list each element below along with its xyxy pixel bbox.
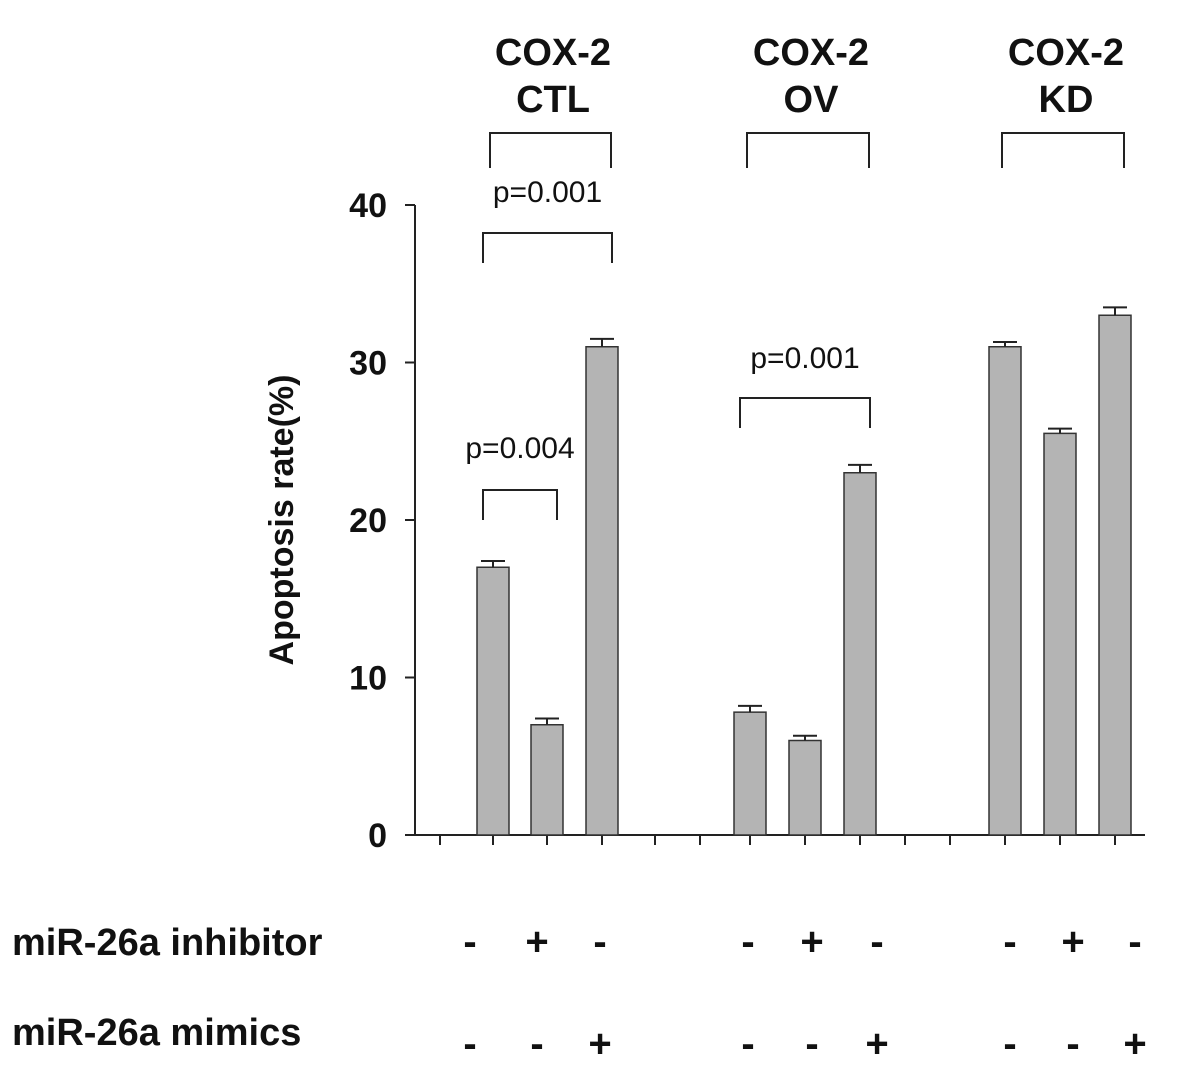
group-bracket	[746, 132, 870, 168]
inhibitor-sign: -	[870, 920, 883, 964]
bar	[988, 346, 1022, 836]
bar	[530, 724, 564, 836]
inhibitor-sign: +	[800, 920, 823, 964]
significance-bracket	[739, 397, 871, 428]
group-title-line1: COX-2	[753, 32, 869, 74]
y-tick-label: 20	[349, 502, 387, 540]
mimics-sign: -	[805, 1022, 818, 1066]
y-tick-label: 0	[368, 817, 387, 855]
bar	[585, 346, 619, 836]
group-title-line1: COX-2	[495, 32, 611, 74]
group-titles: COX-2 CTL COX-2 OV COX-2 KD	[495, 32, 1124, 121]
p-value-label: p=0.001	[493, 176, 602, 209]
bars	[476, 306, 1132, 836]
group-title-line2: KD	[1039, 79, 1094, 121]
significance-bracket	[482, 489, 558, 520]
inhibitor-sign: -	[463, 920, 476, 964]
bar	[843, 472, 877, 836]
row-label-mimics: miR-26a mimics	[12, 1012, 301, 1054]
mimics-sign: +	[865, 1022, 888, 1066]
y-axis-label: Apoptosis rate(%)	[263, 375, 301, 666]
group-title-line1: COX-2	[1008, 32, 1124, 74]
bar	[788, 739, 822, 836]
inhibitor-sign: -	[741, 920, 754, 964]
p-value-label: p=0.001	[750, 342, 859, 375]
mimics-sign: -	[741, 1022, 754, 1066]
row-label-inhibitor: miR-26a inhibitor	[12, 922, 323, 964]
p-value-label: p=0.004	[465, 432, 574, 465]
inhibitor-sign: -	[1003, 920, 1016, 964]
mimics-sign: +	[1123, 1022, 1146, 1066]
mimics-sign: -	[530, 1022, 543, 1066]
mimics-sign: +	[588, 1022, 611, 1066]
y-tick-label: 10	[349, 660, 387, 698]
y-tick-label: 30	[349, 345, 387, 383]
group-bracket	[1001, 132, 1125, 168]
mimics-sign: -	[1066, 1022, 1079, 1066]
significance-annotations: p=0.004 p=0.001 p=0.001	[465, 176, 871, 520]
inhibitor-sign: +	[1061, 920, 1084, 964]
inhibitor-sign: +	[525, 920, 548, 964]
mimics-sign: -	[463, 1022, 476, 1066]
significance-bracket	[482, 232, 613, 263]
y-tick-label: 40	[349, 187, 387, 225]
group-bracket	[489, 132, 612, 168]
mimics-sign: -	[1003, 1022, 1016, 1066]
bar	[1098, 314, 1132, 836]
inhibitor-sign: -	[1128, 920, 1141, 964]
bar	[476, 566, 510, 836]
bar	[733, 711, 767, 836]
group-brackets	[489, 132, 1125, 168]
group-title-line2: OV	[784, 79, 840, 121]
bar	[1043, 432, 1077, 836]
group-title-line2: CTL	[516, 79, 590, 121]
inhibitor-sign: -	[593, 920, 606, 964]
